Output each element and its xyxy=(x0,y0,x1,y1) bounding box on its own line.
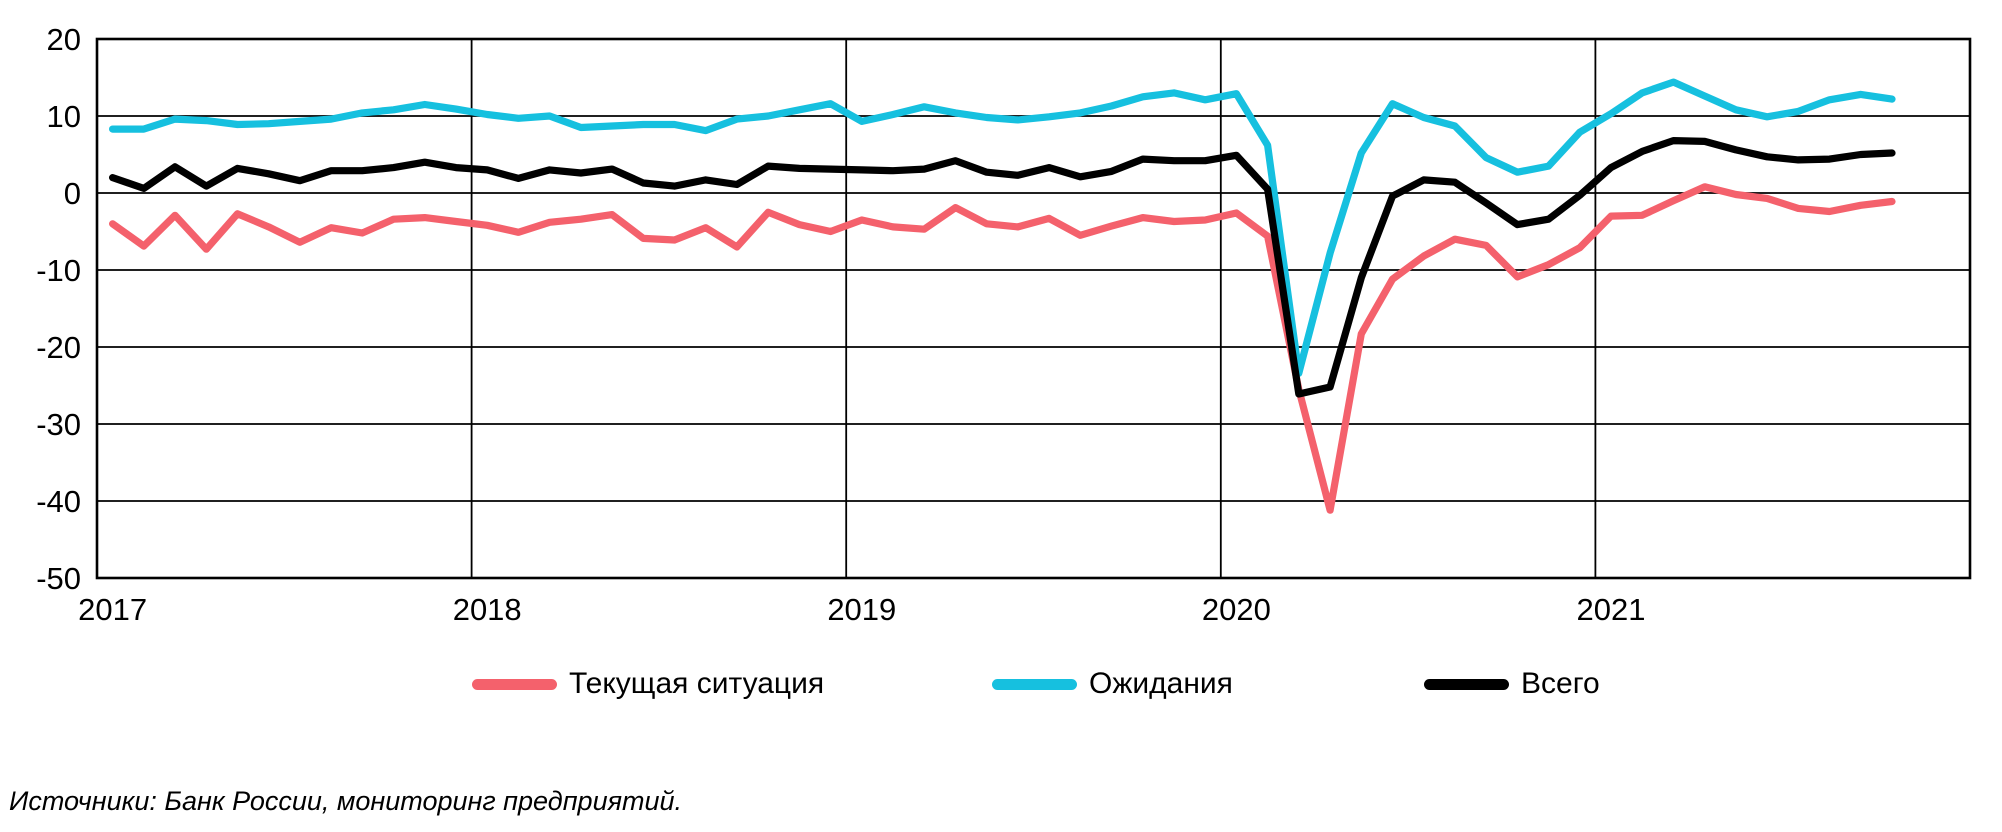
series-line-2 xyxy=(108,137,1896,398)
legend-item-current-situation: Текущая ситуация xyxy=(472,667,825,700)
legend-swatch-current-situation xyxy=(472,678,557,690)
legend-label-current-situation: Текущая ситуация xyxy=(569,667,825,700)
x-year-label: 2017 xyxy=(78,592,147,627)
y-tick-label: -30 xyxy=(36,407,81,442)
plot-border xyxy=(95,37,1972,580)
series-line-0 xyxy=(108,183,1896,514)
y-tick-label: -40 xyxy=(36,484,81,519)
y-tick-label: 20 xyxy=(47,22,81,57)
y-tick-label: 0 xyxy=(64,176,81,211)
x-year-label: 2018 xyxy=(453,592,522,627)
legend-label-expectations: Ожидания xyxy=(1089,667,1233,700)
legend-swatch-expectations xyxy=(992,678,1077,690)
x-year-label: 2021 xyxy=(1577,592,1646,627)
series-line-1 xyxy=(108,78,1896,377)
legend-item-total: Всего xyxy=(1424,667,1600,700)
y-tick-label: -50 xyxy=(36,561,81,596)
legend-item-expectations: Ожидания xyxy=(992,667,1233,700)
legend-label-total: Всего xyxy=(1521,667,1600,700)
y-tick-label: -20 xyxy=(36,330,81,365)
x-year-label: 2019 xyxy=(827,592,896,627)
source-note: Источники: Банк России, мониторинг предп… xyxy=(9,786,683,816)
y-tick-label: -10 xyxy=(36,253,81,288)
legend-swatch-total xyxy=(1424,678,1509,690)
y-tick-label: 10 xyxy=(47,99,81,134)
x-year-label: 2020 xyxy=(1202,592,1271,627)
